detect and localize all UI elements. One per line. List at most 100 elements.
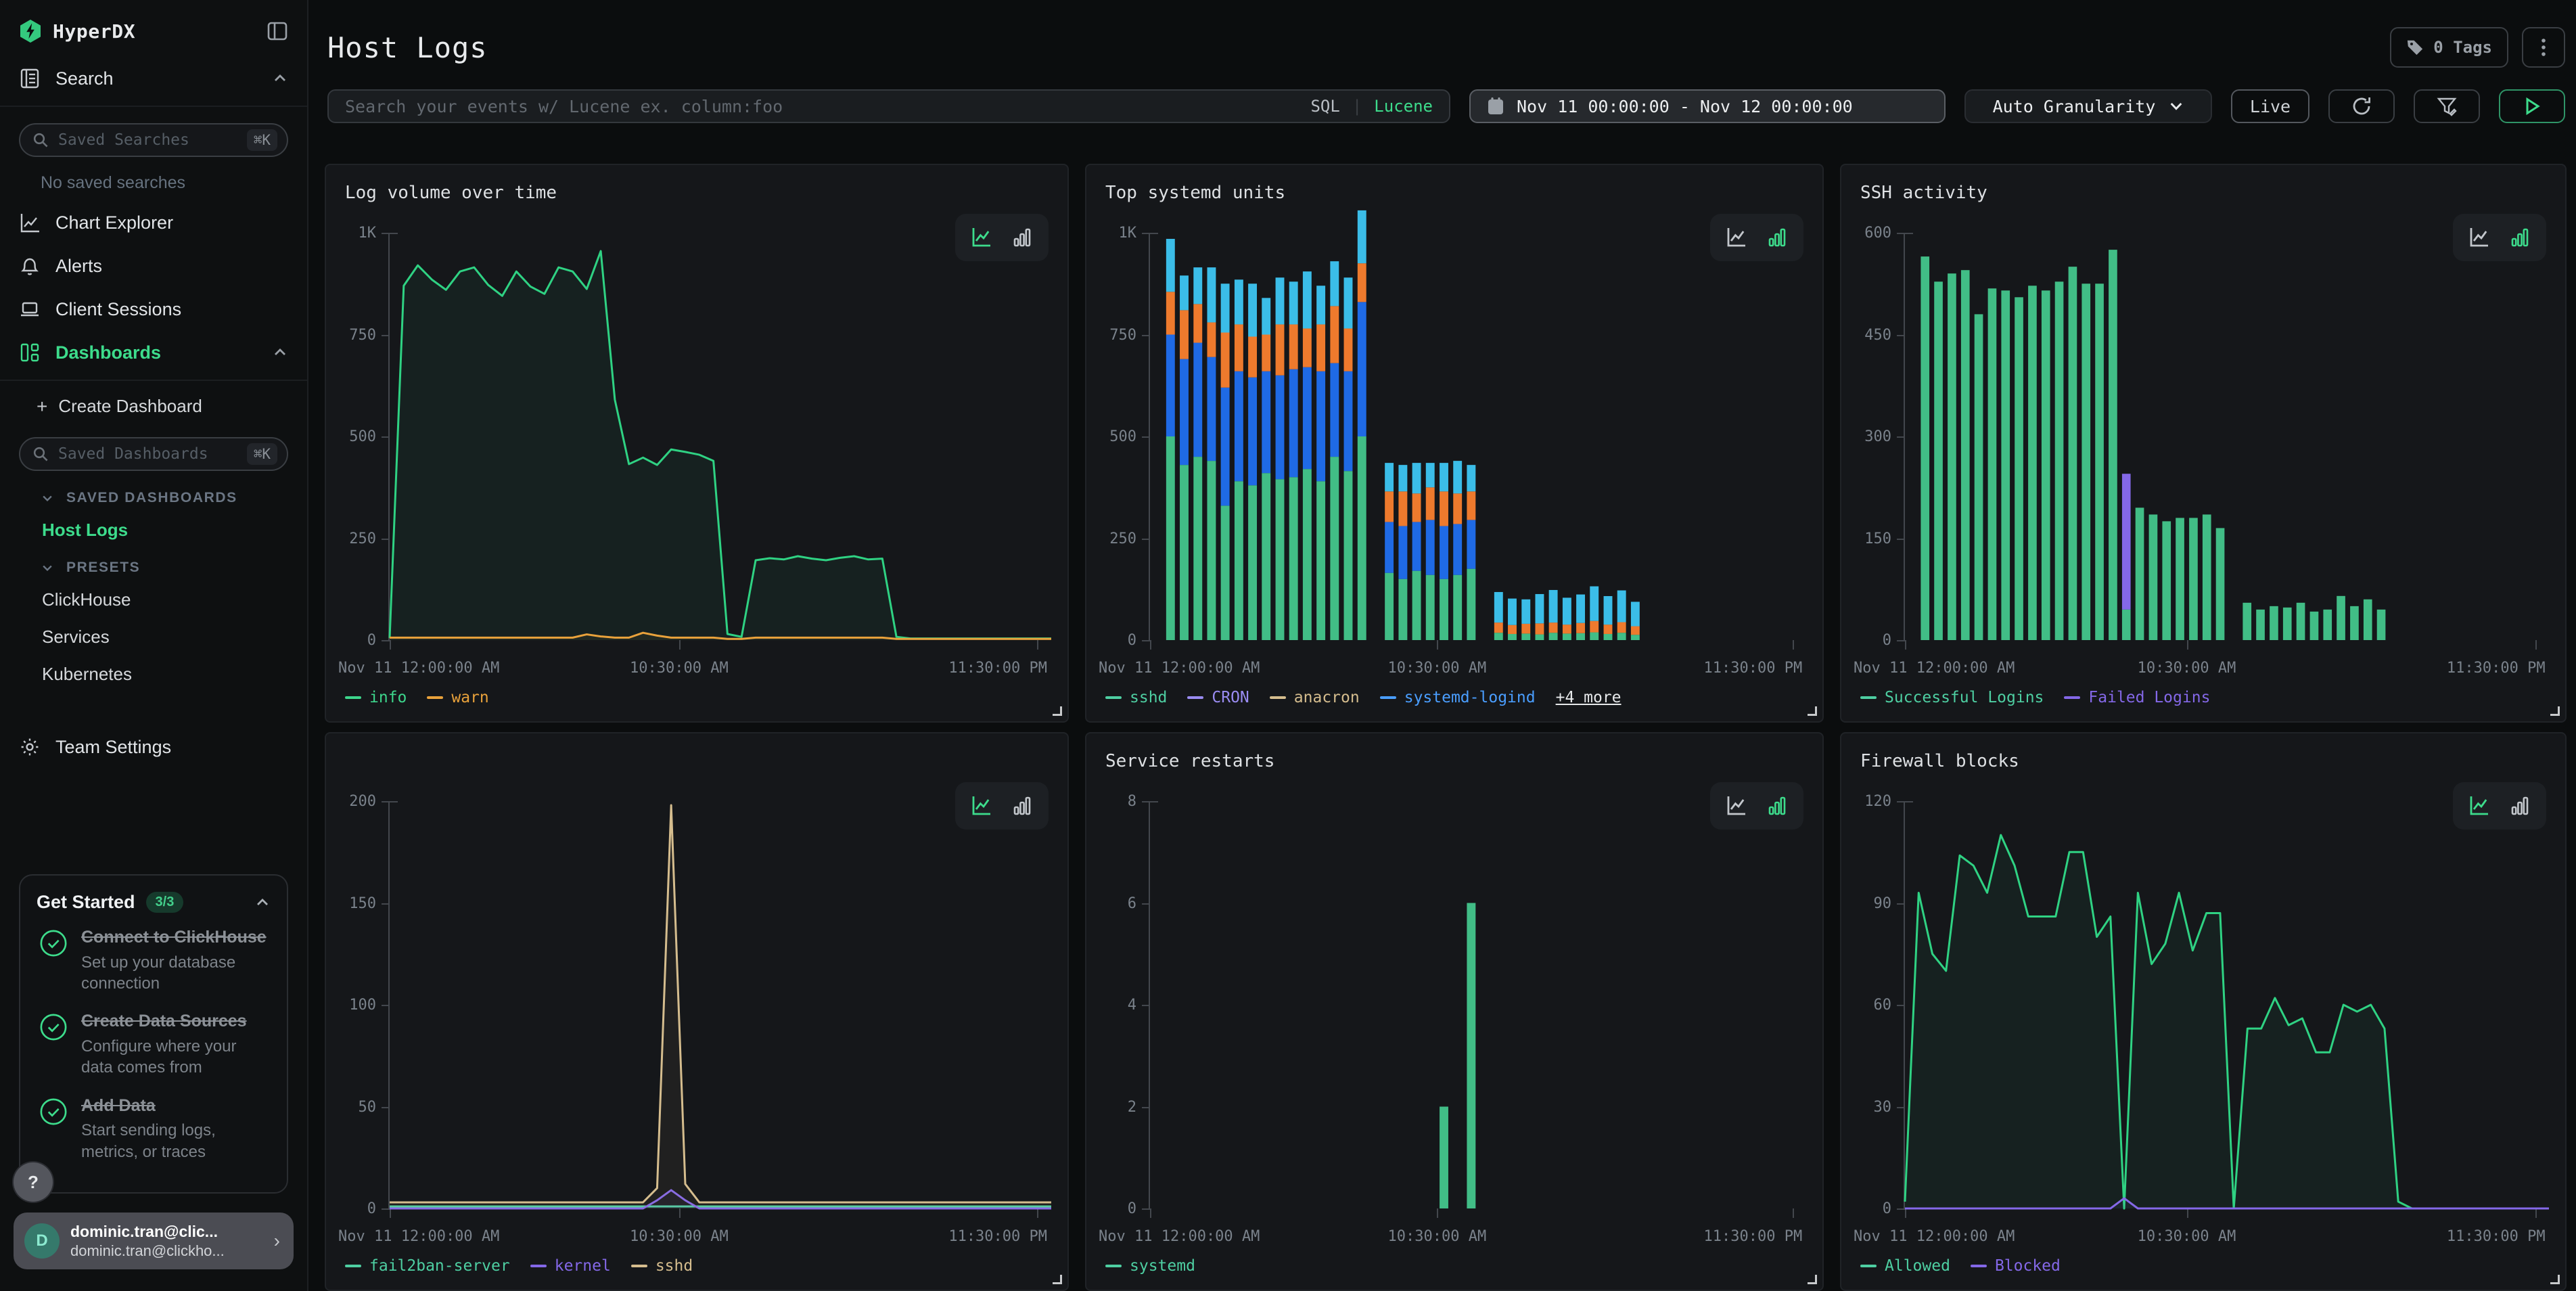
collapse-sidebar-icon[interactable] bbox=[267, 20, 288, 42]
chart-title: Service restarts bbox=[1086, 733, 1822, 771]
bar-segment bbox=[1248, 337, 1257, 378]
date-range-picker[interactable]: Nov 11 00:00:00 - Nov 12 00:00:00 bbox=[1469, 89, 1946, 123]
chart-title bbox=[326, 733, 1067, 771]
bar-chart-icon[interactable] bbox=[2508, 226, 2531, 249]
bar-chart-icon[interactable] bbox=[1766, 226, 1789, 249]
x-axis-label: Nov 11 12:00:00 AM bbox=[1854, 660, 2015, 677]
sidebar-item-dashboards[interactable]: Dashboards bbox=[0, 331, 307, 374]
sidebar-preset-kubernetes[interactable]: Kubernetes bbox=[0, 656, 307, 693]
bar-chart-icon[interactable] bbox=[1766, 794, 1789, 817]
bar-segment bbox=[1303, 469, 1312, 640]
sidebar-item-chart-explorer[interactable]: Chart Explorer bbox=[0, 201, 307, 244]
legend-item[interactable]: sshd bbox=[1105, 689, 1167, 706]
more-options-button[interactable] bbox=[2522, 27, 2565, 68]
create-dashboard-button[interactable]: + Create Dashboard bbox=[0, 386, 307, 426]
line-chart-icon[interactable] bbox=[2468, 226, 2491, 249]
resize-handle[interactable] bbox=[1053, 706, 1062, 716]
legend-item[interactable]: Allowed bbox=[1860, 1257, 1950, 1275]
sql-mode-toggle[interactable]: SQL bbox=[1310, 97, 1339, 116]
legend-item[interactable]: fail2ban-server bbox=[345, 1257, 510, 1275]
refresh-button[interactable] bbox=[2328, 89, 2395, 123]
help-button[interactable]: ? bbox=[14, 1162, 53, 1202]
x-axis-label: Nov 11 12:00:00 AM bbox=[338, 1228, 499, 1245]
bar-segment bbox=[1180, 359, 1189, 466]
event-search-input[interactable]: Search your events w/ Lucene ex. column:… bbox=[327, 89, 1450, 123]
resize-handle[interactable] bbox=[1053, 1275, 1062, 1284]
line-chart-icon[interactable] bbox=[2468, 794, 2491, 817]
legend-item[interactable]: Blocked bbox=[1971, 1257, 2061, 1275]
y-axis-tick: 250 bbox=[382, 539, 390, 540]
user-menu[interactable]: D dominic.tran@clic... dominic.tran@clic… bbox=[14, 1213, 294, 1269]
resize-handle[interactable] bbox=[1808, 1275, 1817, 1284]
line-chart-icon[interactable] bbox=[970, 794, 993, 817]
legend-item[interactable]: anacron bbox=[1270, 689, 1360, 706]
bar-segment bbox=[1535, 623, 1544, 634]
legend-item[interactable]: info bbox=[345, 689, 407, 706]
resize-handle[interactable] bbox=[2550, 1275, 2560, 1284]
filter-edit-button[interactable] bbox=[2414, 89, 2480, 123]
bar-segment bbox=[1398, 526, 1407, 579]
get-started-item[interactable]: Create Data Sources Configure where your… bbox=[37, 1010, 271, 1078]
kbd-shortcut: ⌘K bbox=[247, 129, 277, 151]
sidebar-item-client-sessions[interactable]: Client Sessions bbox=[0, 288, 307, 331]
resize-handle[interactable] bbox=[2550, 706, 2560, 716]
line-chart-icon[interactable] bbox=[1725, 226, 1748, 249]
line-chart-icon[interactable] bbox=[970, 226, 993, 249]
legend-label: kernel bbox=[555, 1257, 611, 1275]
legend-label: sshd bbox=[1130, 689, 1167, 706]
resize-handle[interactable] bbox=[1808, 706, 1817, 716]
saved-searches-input[interactable]: Saved Searches ⌘K bbox=[19, 123, 288, 157]
search-icon bbox=[32, 132, 49, 148]
sidebar-dashboard-host-logs[interactable]: Host Logs bbox=[0, 512, 307, 549]
sidebar-preset-services[interactable]: Services bbox=[0, 618, 307, 656]
sidebar-preset-clickhouse[interactable]: ClickHouse bbox=[0, 581, 307, 618]
section-presets[interactable]: PRESETS bbox=[0, 549, 307, 581]
legend-item[interactable]: Successful Logins bbox=[1860, 689, 2044, 706]
bar-segment bbox=[2042, 290, 2050, 640]
x-axis-label: 11:30:00 PM bbox=[1703, 660, 1802, 677]
legend-item[interactable]: warn bbox=[427, 689, 488, 706]
chart-title: Firewall blocks bbox=[1841, 733, 2565, 771]
get-started-item-desc: Configure where your data comes from bbox=[81, 1036, 271, 1078]
legend-item[interactable]: kernel bbox=[530, 1257, 611, 1275]
bar-segment bbox=[1180, 275, 1189, 310]
sidebar-item-alerts[interactable]: Alerts bbox=[0, 244, 307, 288]
x-axis-tick bbox=[390, 1208, 391, 1218]
line-chart-icon[interactable] bbox=[1725, 794, 1748, 817]
bar-chart-icon[interactable] bbox=[2508, 794, 2531, 817]
legend-dash bbox=[631, 1265, 647, 1267]
bar-segment bbox=[1934, 281, 1943, 640]
get-started-item[interactable]: Add Data Start sending logs, metrics, or… bbox=[37, 1095, 271, 1162]
section-saved-dashboards[interactable]: SAVED DASHBOARDS bbox=[0, 479, 307, 512]
sidebar-item-team-settings[interactable]: Team Settings bbox=[0, 725, 307, 769]
sidebar-item-search[interactable]: Search bbox=[0, 57, 307, 100]
granularity-select[interactable]: Auto Granularity bbox=[1964, 89, 2212, 123]
legend-item[interactable]: systemd bbox=[1105, 1257, 1195, 1275]
chevron-up-icon[interactable] bbox=[254, 894, 271, 911]
get-started-item-title: Add Data bbox=[81, 1095, 271, 1118]
live-button[interactable]: Live bbox=[2231, 89, 2309, 123]
bar-segment bbox=[1617, 591, 1626, 622]
chart-panel: Firewall blocks1209060300Nov 11 12:00:00… bbox=[1840, 732, 2567, 1291]
get-started-item[interactable]: Connect to ClickHouse Set up your databa… bbox=[37, 926, 271, 994]
bar-segment bbox=[2310, 612, 2319, 640]
chart-panel: Log volume over time1K7505002500Nov 11 1… bbox=[325, 164, 1069, 723]
legend-item[interactable]: +4 more bbox=[1556, 689, 1622, 706]
run-query-button[interactable] bbox=[2499, 89, 2565, 123]
legend-item[interactable]: systemd-logind bbox=[1380, 689, 1536, 706]
legend-item[interactable]: sshd bbox=[631, 1257, 693, 1275]
legend-label: anacron bbox=[1294, 689, 1360, 706]
y-axis-label: 120 bbox=[1843, 793, 1891, 810]
saved-dashboards-input[interactable]: Saved Dashboards ⌘K bbox=[19, 437, 288, 471]
legend-item[interactable]: CRON bbox=[1187, 689, 1249, 706]
legend-dash bbox=[345, 1265, 361, 1267]
bar-segment bbox=[1207, 322, 1216, 357]
bar-segment bbox=[1549, 622, 1558, 633]
tags-button[interactable]: 0 Tags bbox=[2390, 27, 2508, 68]
bar-chart-icon[interactable] bbox=[1011, 794, 1034, 817]
bar-chart-icon[interactable] bbox=[1011, 226, 1034, 249]
legend-item[interactable]: Failed Logins bbox=[2064, 689, 2210, 706]
lucene-mode-toggle[interactable]: Lucene bbox=[1374, 97, 1433, 116]
bar-segment bbox=[1412, 493, 1421, 522]
bar-segment bbox=[2270, 606, 2278, 640]
